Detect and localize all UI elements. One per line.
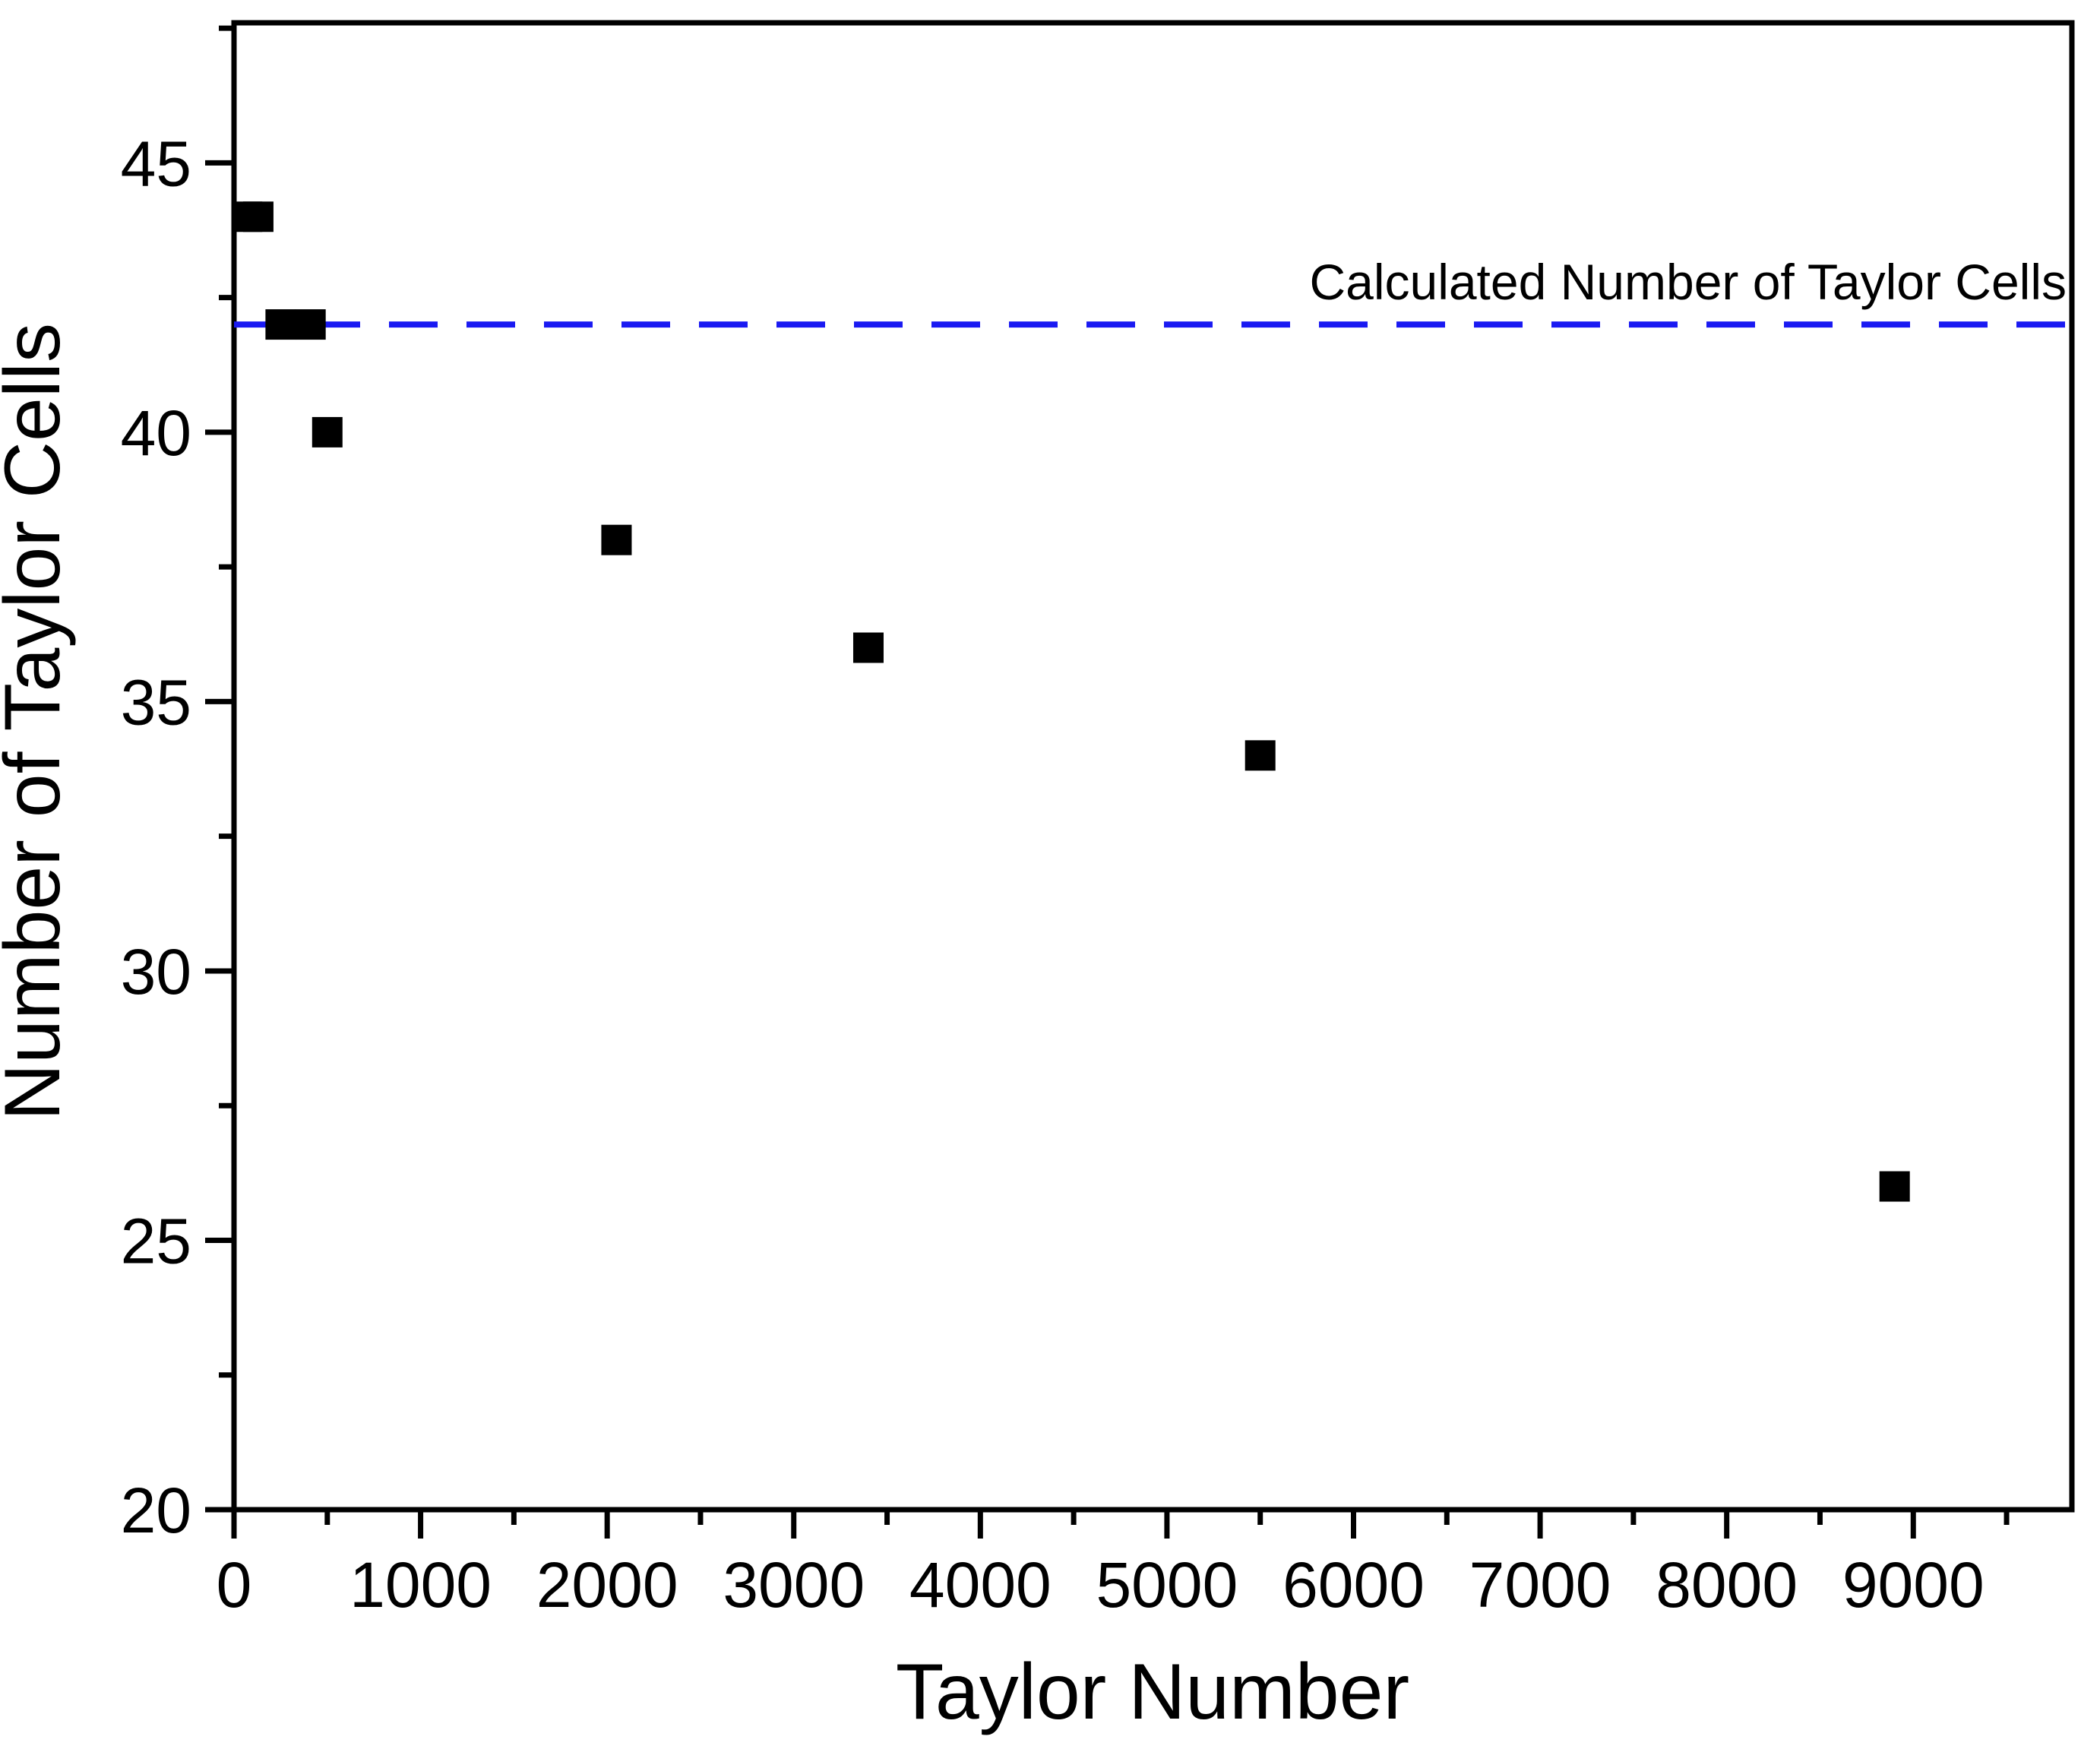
x-tick-label: 1000 — [349, 1549, 492, 1621]
data-point-marker — [852, 632, 884, 663]
y-tick-label: 20 — [121, 1475, 191, 1546]
axis-ticks — [205, 25, 2010, 1539]
y-axis-title: Number of Taylor Cells — [0, 323, 77, 1121]
x-tick-label: 7000 — [1469, 1549, 1611, 1621]
y-tick-label: 35 — [121, 666, 191, 738]
x-tick-label: 2000 — [536, 1549, 678, 1621]
data-point-marker — [1245, 740, 1276, 771]
plot-frame — [231, 20, 2075, 1513]
x-tick-label: 4000 — [909, 1549, 1052, 1621]
x-tick-label: 6000 — [1282, 1549, 1425, 1621]
x-tick-label: 9000 — [1842, 1549, 1985, 1621]
reference-line-label: Calculated Number of Taylor Cells — [1309, 254, 2067, 310]
data-point-marker — [265, 309, 296, 340]
data-point-marker — [242, 201, 274, 232]
data-point-marker — [312, 416, 343, 448]
data-points — [232, 201, 1910, 1202]
axis-tick-labels: 0 1000 2000 3000 4000 5000 6000 7000 8000 9000 20 2… — [121, 128, 1985, 1621]
data-point-marker — [601, 524, 632, 555]
x-tick-label: 8000 — [1656, 1549, 1798, 1621]
data-point-marker — [295, 309, 326, 340]
y-tick-label: 40 — [121, 397, 191, 469]
x-axis-title: Taylor Number — [896, 1648, 1409, 1736]
y-tick-label: 30 — [121, 936, 191, 1007]
y-tick-label: 45 — [121, 128, 191, 199]
data-point-marker — [1879, 1171, 1910, 1202]
x-tick-label: 3000 — [723, 1549, 865, 1621]
x-tick-label: 0 — [217, 1549, 252, 1621]
plot-border — [231, 20, 2075, 1513]
y-tick-label: 25 — [121, 1205, 191, 1276]
x-tick-label: 5000 — [1096, 1549, 1238, 1621]
